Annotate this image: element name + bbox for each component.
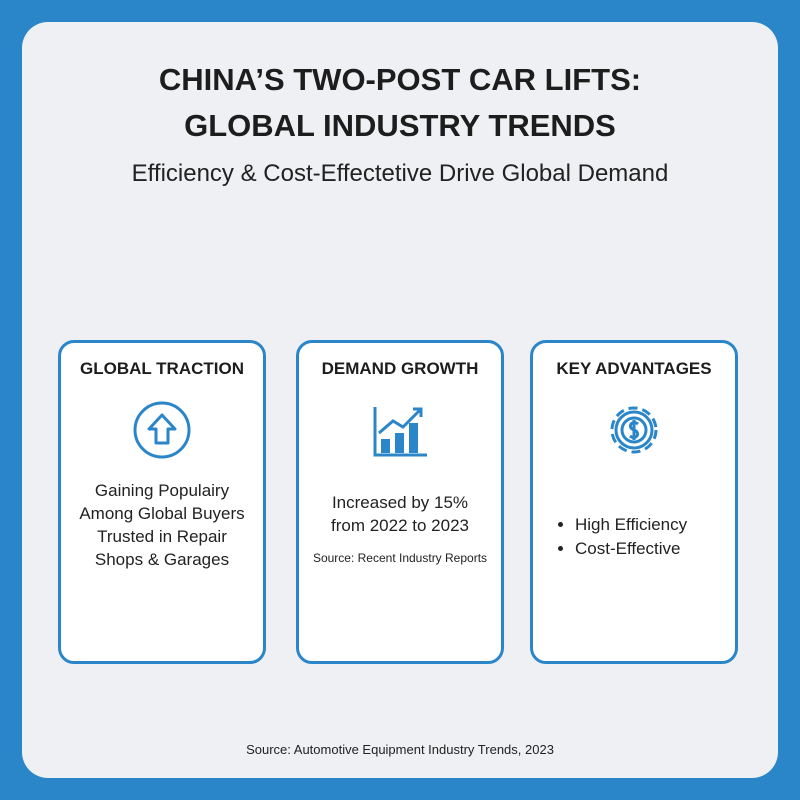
title: GLOBAL INDUSTRY TRENDS <box>184 108 616 143</box>
card-text: Gaining Populairy Among Global Buyers Tr… <box>61 479 263 571</box>
card: DEMAND GROWTH Increased by 15% from 2022… <box>296 340 504 664</box>
text-line: Among Global Buyers <box>79 504 245 523</box>
text-line: Trusted in Repair <box>97 527 227 546</box>
arrow-icon <box>133 401 191 459</box>
footer-source: Source: Automotive Equipment Industry Tr… <box>246 742 554 757</box>
card-title: GLOBAL TRACTION <box>79 359 244 378</box>
bullet-list: High Efficiency Cost-Effective <box>533 513 735 561</box>
card-text: Increased by 15% from 2022 to 2023 Sourc… <box>299 491 501 570</box>
text-line: Shops & Garages <box>94 550 230 569</box>
card: GLOBAL TRACTION Gaining Populairy Among … <box>58 340 266 664</box>
note: Source: Recent Industry Reports <box>312 551 488 565</box>
bullet: High Efficiency <box>575 513 735 537</box>
card-title: KEY ADVANTAGES <box>556 359 712 378</box>
gear-icon <box>610 406 658 454</box>
text-line: Gaining Populairy <box>94 481 230 500</box>
growth-icon <box>373 407 427 457</box>
panel: CHINA’S TWO-POST CAR LIFTS: GLOBAL INDUS… <box>22 22 778 778</box>
title: CHINA’S TWO-POST CAR LIFTS: <box>158 62 642 97</box>
subtitle: Efficiency & Cost-Effectetive Drive Glob… <box>131 160 669 187</box>
card-text: High Efficiency Cost-Effective <box>533 513 735 561</box>
text-line: Increased by 15% <box>331 493 469 512</box>
text-line: from 2022 to 2023 <box>331 516 469 535</box>
bullet: Cost-Effective <box>575 537 735 561</box>
card-title: DEMAND GROWTH <box>321 359 479 378</box>
card: KEY ADVANTAGES High Efficiency Cost-Effe… <box>530 340 738 664</box>
